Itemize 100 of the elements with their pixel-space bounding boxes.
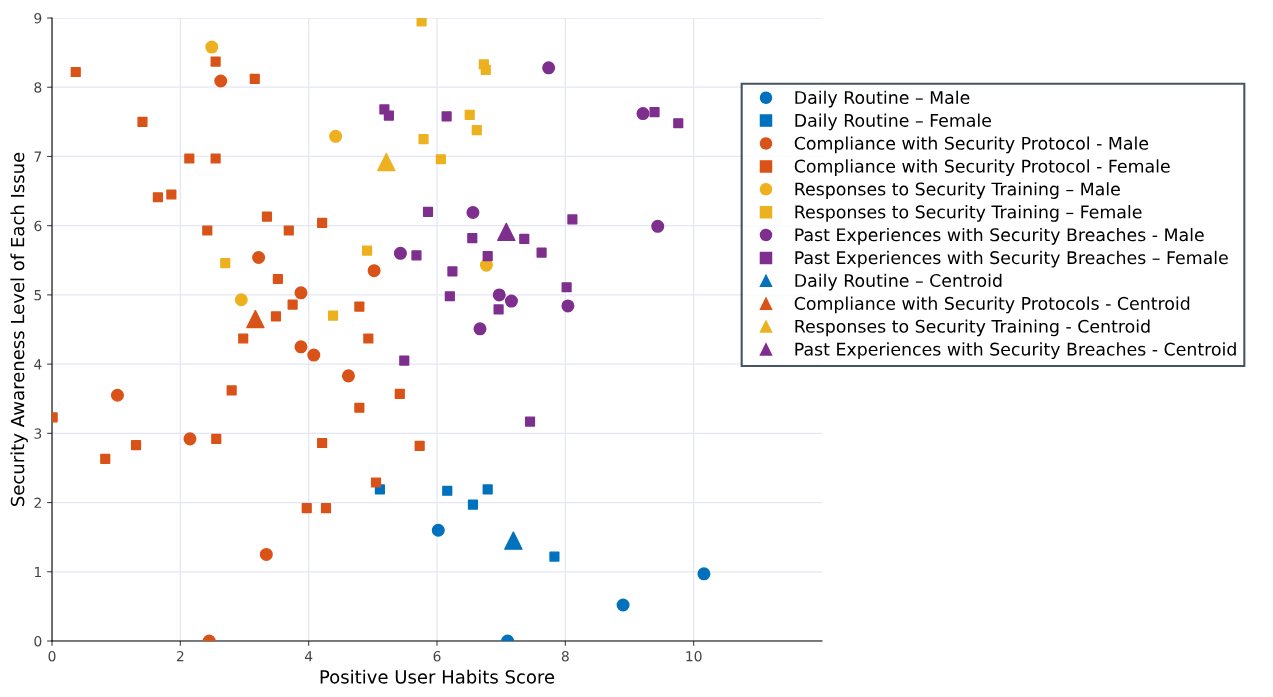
point bbox=[234, 293, 248, 307]
point bbox=[697, 567, 711, 581]
legend-label: Past Experiences with Security Breaches – Female bbox=[795, 250, 1228, 268]
point bbox=[211, 433, 222, 444]
point bbox=[416, 18, 427, 27]
legend-label: Daily Routine – Centroid bbox=[795, 273, 1002, 291]
point bbox=[252, 251, 266, 265]
point bbox=[205, 40, 219, 54]
point bbox=[202, 225, 213, 236]
y-tick-label: 6 bbox=[34, 220, 42, 232]
point bbox=[473, 322, 487, 336]
legend-label: Past Experiences with Security Breaches - Centroid bbox=[795, 342, 1236, 360]
legend-label: Compliance with Security Protocol - Male bbox=[794, 136, 1149, 154]
point bbox=[467, 233, 478, 244]
point bbox=[70, 66, 81, 78]
point bbox=[616, 598, 630, 612]
point bbox=[482, 484, 493, 495]
point bbox=[100, 453, 111, 465]
point bbox=[317, 217, 328, 228]
y-axis-title: Security Awareness Level of Each Issue bbox=[10, 152, 28, 507]
point bbox=[183, 432, 197, 446]
y-tick-label: 5 bbox=[34, 290, 42, 301]
legend-label: Compliance with Security Protocols - Centroid bbox=[794, 296, 1190, 314]
point bbox=[561, 282, 572, 293]
point bbox=[524, 416, 536, 427]
point bbox=[441, 111, 452, 122]
point bbox=[519, 233, 530, 244]
point bbox=[431, 523, 445, 537]
point bbox=[399, 355, 410, 366]
point bbox=[329, 129, 343, 143]
x-axis-title: Positive User Habits Score bbox=[320, 669, 555, 684]
x-tick-label: 10 bbox=[686, 650, 702, 662]
point bbox=[561, 299, 575, 313]
point bbox=[636, 107, 650, 121]
point bbox=[394, 388, 405, 399]
y-tick-label: 8 bbox=[34, 82, 42, 93]
point bbox=[270, 311, 282, 322]
point bbox=[536, 247, 547, 258]
point bbox=[210, 153, 221, 164]
point bbox=[444, 291, 455, 302]
point bbox=[418, 134, 429, 145]
y-tick-label: 9 bbox=[34, 12, 42, 24]
point bbox=[370, 477, 382, 488]
point bbox=[261, 211, 273, 222]
point bbox=[184, 153, 195, 164]
point bbox=[354, 402, 365, 413]
y-tick-label: 3 bbox=[34, 428, 42, 439]
point bbox=[361, 245, 373, 256]
x-tick-label: 0 bbox=[48, 650, 56, 662]
legend-label: Past Experiences with Security Breaches - Male bbox=[795, 227, 1204, 245]
point bbox=[259, 547, 273, 561]
point bbox=[414, 440, 425, 451]
y-tick-label: 4 bbox=[34, 359, 42, 370]
point bbox=[166, 189, 177, 200]
point bbox=[377, 152, 396, 172]
point bbox=[651, 219, 665, 233]
point bbox=[422, 206, 434, 217]
point bbox=[471, 125, 482, 136]
legend-label: Responses to Security Training – Female bbox=[795, 205, 1142, 222]
point bbox=[287, 299, 298, 310]
point bbox=[367, 264, 381, 278]
y-tick-label: 7 bbox=[34, 151, 42, 162]
point bbox=[497, 222, 516, 242]
point bbox=[493, 304, 504, 315]
point bbox=[214, 74, 228, 88]
point bbox=[327, 310, 339, 321]
point bbox=[130, 440, 142, 451]
point bbox=[152, 192, 163, 203]
point bbox=[317, 437, 328, 449]
point bbox=[363, 333, 374, 344]
point bbox=[383, 110, 394, 121]
point bbox=[504, 294, 518, 308]
legend-label: Compliance with Security Protocol - Female bbox=[794, 159, 1170, 177]
point bbox=[294, 286, 308, 300]
point bbox=[466, 206, 480, 220]
point bbox=[341, 369, 355, 383]
point bbox=[649, 107, 660, 118]
point bbox=[549, 551, 560, 562]
point bbox=[238, 333, 249, 344]
legend-label: Daily Routine – Female bbox=[795, 113, 991, 131]
x-tick-label: 2 bbox=[176, 650, 184, 662]
point bbox=[480, 64, 491, 76]
point bbox=[320, 503, 332, 514]
point bbox=[542, 61, 556, 75]
point bbox=[673, 118, 684, 129]
point bbox=[567, 214, 578, 225]
point bbox=[354, 301, 365, 312]
point bbox=[137, 116, 148, 127]
point bbox=[226, 385, 237, 396]
y-tick-label: 1 bbox=[34, 566, 41, 578]
point bbox=[467, 499, 479, 510]
point bbox=[210, 56, 221, 67]
point bbox=[249, 73, 260, 85]
point bbox=[110, 388, 124, 402]
point bbox=[220, 257, 231, 269]
point bbox=[464, 109, 475, 120]
point bbox=[283, 225, 294, 236]
point bbox=[442, 485, 453, 496]
legend-label: Daily Routine – Male bbox=[795, 90, 970, 108]
x-tick-label: 4 bbox=[304, 651, 313, 662]
